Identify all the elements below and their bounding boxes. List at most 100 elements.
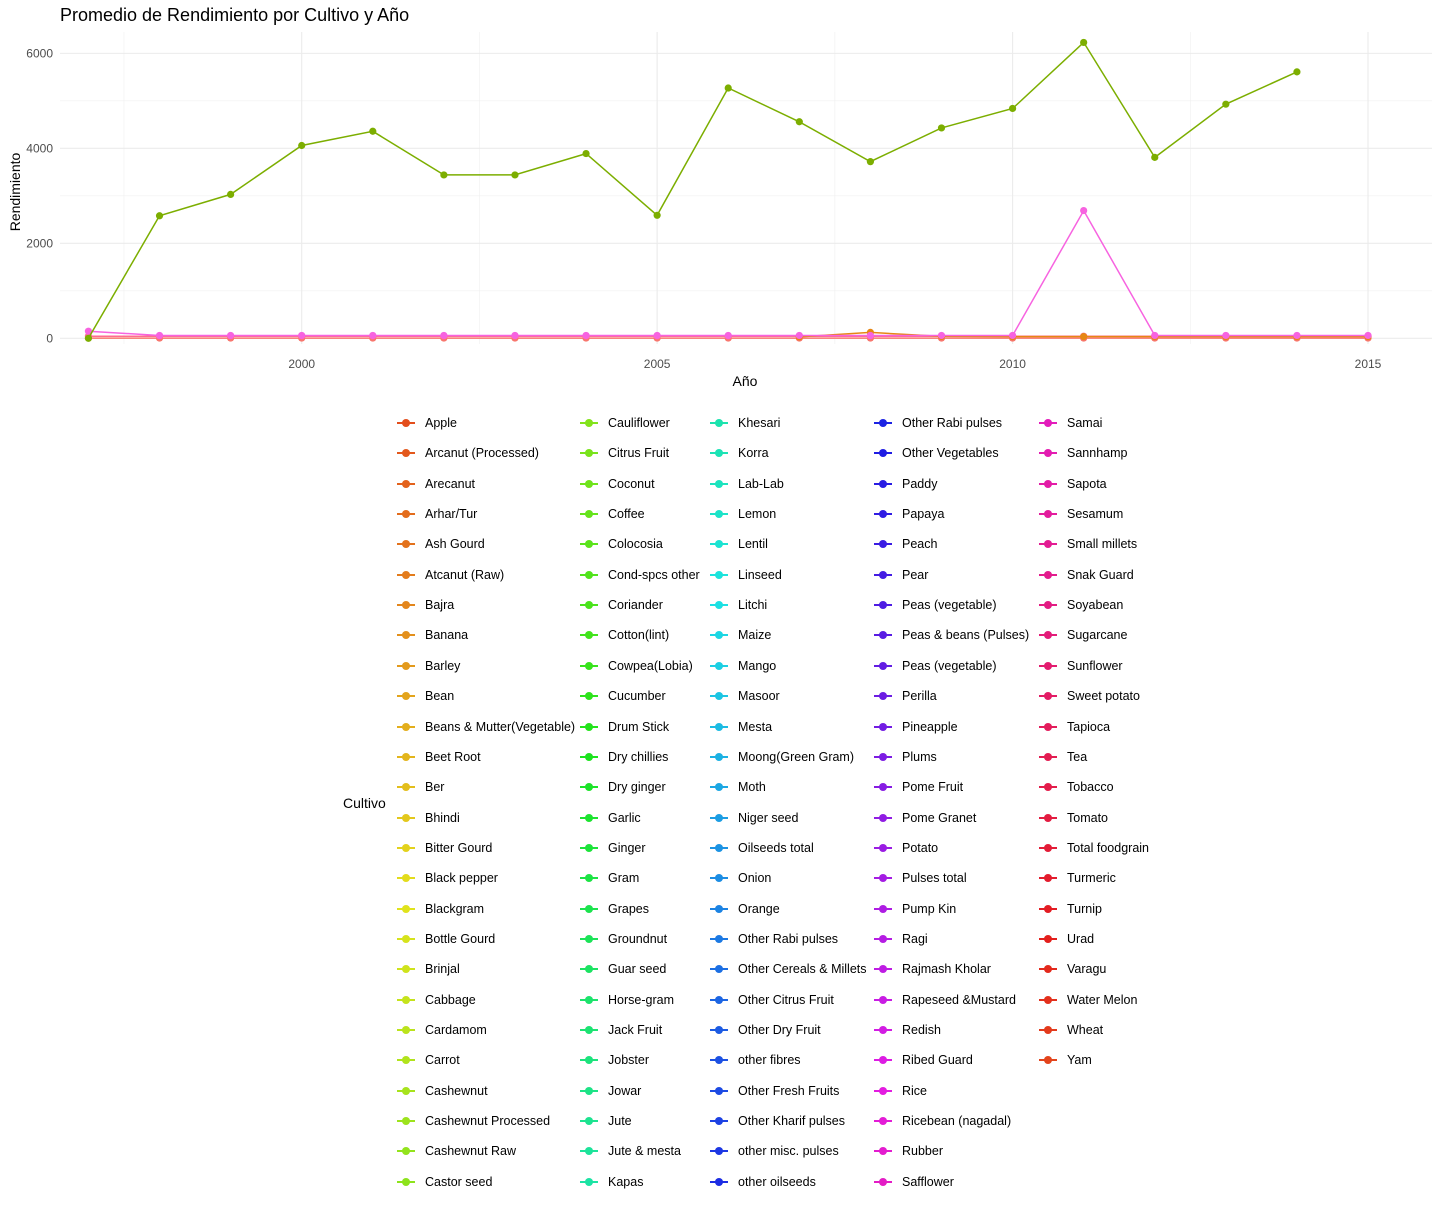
legend-key-icon xyxy=(395,872,417,884)
legend-key-icon xyxy=(1037,963,1059,975)
legend-key-icon xyxy=(578,1054,600,1066)
legend-label: Sunflower xyxy=(1067,658,1123,673)
legend-item: Ribed Guard xyxy=(872,1050,973,1070)
legend-label: Dry chillies xyxy=(608,749,669,764)
legend-key-icon xyxy=(395,538,417,550)
legend-label: Groundnut xyxy=(608,931,668,946)
legend-label: Cardamom xyxy=(425,1023,487,1037)
legend-label: Linseed xyxy=(738,567,782,582)
legend-key-icon xyxy=(578,569,600,581)
series-sugarcane xyxy=(84,206,1372,340)
legend-item: Oilseeds total xyxy=(708,838,814,858)
legend-item: Cashewnut Raw xyxy=(395,1141,516,1161)
legend-key-icon xyxy=(872,872,894,884)
legend-item: Drum Stick xyxy=(578,717,669,737)
data-point xyxy=(724,84,732,92)
legend-key-icon xyxy=(1037,903,1059,915)
legend-item: Bottle Gourd xyxy=(395,929,495,949)
legend-label: Peas (vegetable) xyxy=(902,598,997,613)
legend-key-icon xyxy=(872,1115,894,1127)
legend-label: Bhindi xyxy=(425,810,460,825)
legend-item: Lab-Lab xyxy=(708,474,784,494)
data-point xyxy=(1080,38,1088,47)
legend-label: Ragi xyxy=(902,931,928,946)
data-point xyxy=(84,334,93,342)
legend-label: Kapas xyxy=(608,1174,644,1189)
legend-label: Citrus Fruit xyxy=(608,446,670,461)
legend-label: Arecanut xyxy=(425,476,476,491)
legend-item: Bean xyxy=(395,686,454,706)
legend-key-icon xyxy=(1037,872,1059,884)
legend-item: Colocosia xyxy=(578,534,663,554)
legend-item: Lemon xyxy=(708,504,776,524)
legend-item: Moth xyxy=(708,777,766,797)
legend-key-icon xyxy=(1037,1054,1059,1066)
legend-item: Mango xyxy=(708,656,776,676)
legend-item: Maize xyxy=(708,625,771,645)
legend-label: Lemon xyxy=(738,507,777,522)
legend-item: Jowar xyxy=(578,1081,641,1101)
legend-label: Papaya xyxy=(902,507,945,522)
legend-label: Safflower xyxy=(902,1174,954,1189)
data-point xyxy=(1080,206,1088,215)
legend-item: Cashewnut xyxy=(395,1081,488,1101)
legend-item: Khesari xyxy=(708,413,780,433)
data-point xyxy=(369,127,377,135)
data-point xyxy=(795,331,803,340)
legend-item: Kapas xyxy=(578,1172,643,1192)
legend-label: Castor seed xyxy=(425,1174,493,1189)
legend-item: Other Vegetables xyxy=(872,443,999,463)
legend-item: Masoor xyxy=(708,686,780,706)
legend-item: Other Rabi pulses xyxy=(872,413,1002,433)
legend-label: Peach xyxy=(902,537,938,552)
legend-label: Cabbage xyxy=(425,992,476,1007)
legend-key-icon xyxy=(872,963,894,975)
data-point xyxy=(1293,68,1301,76)
legend-key-icon xyxy=(578,963,600,975)
legend-key-icon xyxy=(1037,751,1059,763)
legend-key-icon xyxy=(395,1054,417,1066)
legend-label: Carrot xyxy=(425,1053,460,1068)
legend-item: Barley xyxy=(395,656,460,676)
legend-key-icon xyxy=(395,751,417,763)
legend-key-icon xyxy=(578,1085,600,1097)
legend-label: Gram xyxy=(608,871,640,886)
legend-label: Coffee xyxy=(608,507,645,522)
legend-label: Arcanut (Processed) xyxy=(425,446,539,461)
legend-item: Brinjal xyxy=(395,959,460,979)
legend-key-icon xyxy=(1037,569,1059,581)
legend-key-icon xyxy=(395,1115,417,1127)
legend-item: Arhar/Tur xyxy=(395,504,477,524)
legend-item: Sugarcane xyxy=(1037,625,1127,645)
legend-label: Drum Stick xyxy=(608,719,670,734)
legend-label: Barley xyxy=(425,658,461,673)
legend-label: Moth xyxy=(738,780,766,795)
y-tick-label: 2000 xyxy=(26,236,53,250)
legend-label: Tomato xyxy=(1067,810,1108,825)
legend-key-icon xyxy=(395,478,417,490)
data-point xyxy=(155,331,164,340)
legend-key-icon xyxy=(708,660,730,672)
legend-label: Moong(Green Gram) xyxy=(738,749,855,764)
legend-item: Other Kharif pulses xyxy=(708,1111,845,1131)
legend-label: Coriander xyxy=(608,598,663,613)
legend-key-icon xyxy=(1037,812,1059,824)
legend-label: Turnip xyxy=(1067,901,1102,916)
legend-item: Snak Guard xyxy=(1037,565,1134,585)
legend-key-icon xyxy=(708,629,730,641)
legend-label: Pulses total xyxy=(902,871,967,886)
plot-panel xyxy=(60,32,1432,344)
legend-item: Arecanut xyxy=(395,474,475,494)
legend-key-icon xyxy=(708,599,730,611)
legend-item: Cowpea(Lobia) xyxy=(578,656,693,676)
legend-item: Sapota xyxy=(1037,474,1107,494)
legend-key-icon xyxy=(708,478,730,490)
legend-label: Rapeseed &Mustard xyxy=(902,992,1016,1007)
legend-label: Maize xyxy=(738,628,772,643)
legend-item: Sweet potato xyxy=(1037,686,1140,706)
legend-key-icon xyxy=(1037,538,1059,550)
legend-key-icon xyxy=(578,842,600,854)
legend-key-icon xyxy=(395,994,417,1006)
legend-item: Other Dry Fruit xyxy=(708,1020,821,1040)
legend-label: Cauliflower xyxy=(608,416,670,430)
